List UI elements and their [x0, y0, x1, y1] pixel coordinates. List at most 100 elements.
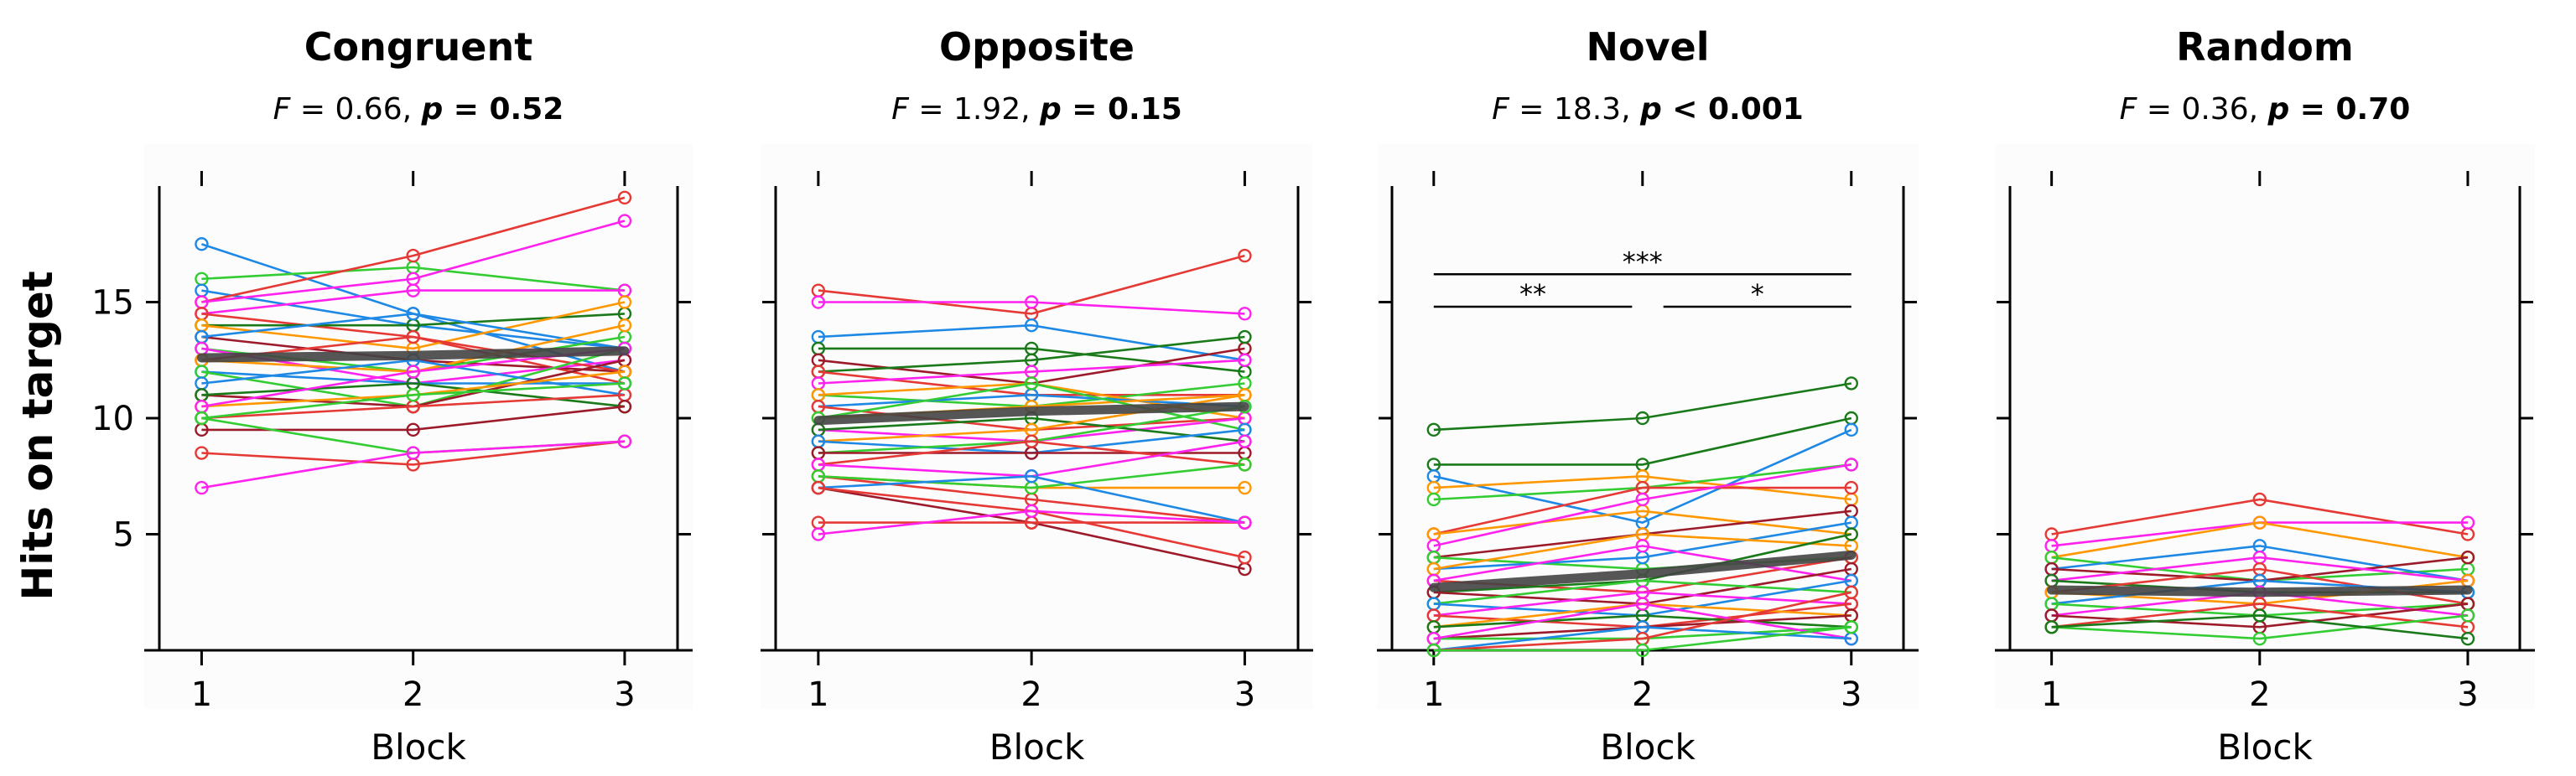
panel-stat: F = 18.3, p < 0.001: [1492, 92, 1804, 127]
series-line: [201, 440, 625, 489]
x-axis-label: Block: [989, 727, 1085, 768]
panel-stat: F = 0.36, p = 0.70: [2120, 92, 2411, 127]
data-point: [617, 399, 632, 414]
series-line: [1433, 591, 1852, 617]
data-point: [2252, 515, 2267, 530]
series-line: [1433, 510, 1852, 535]
series-line: [1433, 579, 1852, 605]
data-point: [1238, 551, 1252, 565]
x-axis-label: Block: [371, 727, 466, 768]
series-line: [818, 323, 1245, 362]
data-point: [406, 283, 420, 297]
series-line: [2051, 614, 2469, 640]
data-point: [617, 190, 632, 205]
series-line: [818, 335, 1245, 373]
data-point: [2252, 608, 2267, 623]
data-point: [1024, 376, 1039, 391]
x-tick-label: 3: [1841, 675, 1862, 714]
series-line: [818, 463, 1245, 489]
series-line: [818, 254, 1245, 315]
series-line: [1433, 486, 1852, 535]
series-line: [818, 416, 1245, 442]
y-axis-label: Hits on target: [13, 271, 62, 600]
data-point: [1635, 597, 1649, 611]
mean-line: [2047, 585, 2473, 598]
data-point: [1024, 504, 1039, 518]
data-point: [1426, 643, 1441, 658]
y-tick-label: 15: [91, 284, 134, 323]
data-point: [1024, 434, 1039, 448]
data-point: [406, 388, 420, 402]
mean-line: [196, 346, 630, 363]
series-line: [1433, 614, 1852, 629]
data-point: [2460, 551, 2475, 565]
data-point: [1024, 469, 1039, 484]
data-point: [1844, 422, 1858, 437]
x-tick-label: 2: [2249, 675, 2270, 714]
series-line: [2051, 614, 2469, 640]
mean-line: [813, 401, 1249, 426]
series-line: [201, 301, 626, 350]
data-point: [406, 329, 420, 344]
x-tick-label: 2: [1632, 675, 1653, 714]
series-line: [1433, 603, 1852, 640]
series-line: [201, 335, 626, 373]
data-point: [617, 214, 632, 228]
data-point: [2460, 631, 2475, 646]
data-point: [1024, 295, 1039, 309]
mean-line: [1429, 550, 1857, 592]
series-line: [201, 382, 625, 420]
data-point: [1635, 411, 1649, 426]
data-point: [406, 422, 420, 437]
panel-title: Opposite: [939, 24, 1135, 70]
series-line: [1433, 545, 1852, 582]
x-axis-label: Block: [2217, 727, 2313, 768]
data-point: [406, 446, 420, 460]
series-line: [1433, 626, 1852, 652]
x-tick-label: 1: [1423, 675, 1444, 714]
x-tick-label: 3: [614, 675, 635, 714]
series-line: [2051, 603, 2469, 629]
data-point: [1238, 307, 1252, 321]
series-line: [2051, 521, 2469, 559]
panel-title: Congruent: [304, 24, 532, 70]
data-point: [1238, 515, 1252, 530]
x-tick-label: 1: [191, 675, 212, 714]
series-line: [818, 382, 1245, 432]
data-point: [195, 480, 209, 495]
series-line: [1433, 533, 1852, 571]
data-point: [1844, 458, 1858, 472]
data-point: [406, 307, 420, 321]
series-line: [1433, 521, 1852, 571]
x-tick-label: 2: [1021, 675, 1041, 714]
data-point: [811, 527, 826, 541]
series-line: [818, 474, 1245, 524]
series-line: [201, 289, 625, 315]
data-point: [1635, 643, 1649, 658]
series-line: [1433, 463, 1852, 547]
data-point: [406, 248, 420, 263]
series-line: [201, 266, 626, 292]
data-point: [811, 295, 826, 309]
data-point: [2044, 620, 2059, 634]
series-line: [818, 301, 1245, 315]
data-point: [1844, 620, 1858, 634]
data-point: [2460, 608, 2475, 623]
data-point: [617, 295, 632, 309]
series-line: [818, 510, 1245, 535]
data-point: [617, 434, 632, 448]
panel-congruent: Congruent F = 0.66, p = 0.52 5 10 15 1 2 3 Block: [91, 24, 693, 768]
data-point: [2460, 515, 2475, 530]
x-tick-label: 3: [2457, 675, 2478, 714]
data-point: [1238, 248, 1252, 263]
panel-title: Random: [2176, 24, 2354, 70]
series-line: [201, 359, 626, 396]
data-point: [406, 365, 420, 379]
data-point: [1426, 492, 1441, 507]
series-line: [201, 220, 626, 303]
panel-opposite: Opposite F = 1.92, p = 0.15 1 2 3 Block: [761, 24, 1313, 768]
data-point: [195, 411, 209, 426]
data-point: [1024, 318, 1039, 333]
